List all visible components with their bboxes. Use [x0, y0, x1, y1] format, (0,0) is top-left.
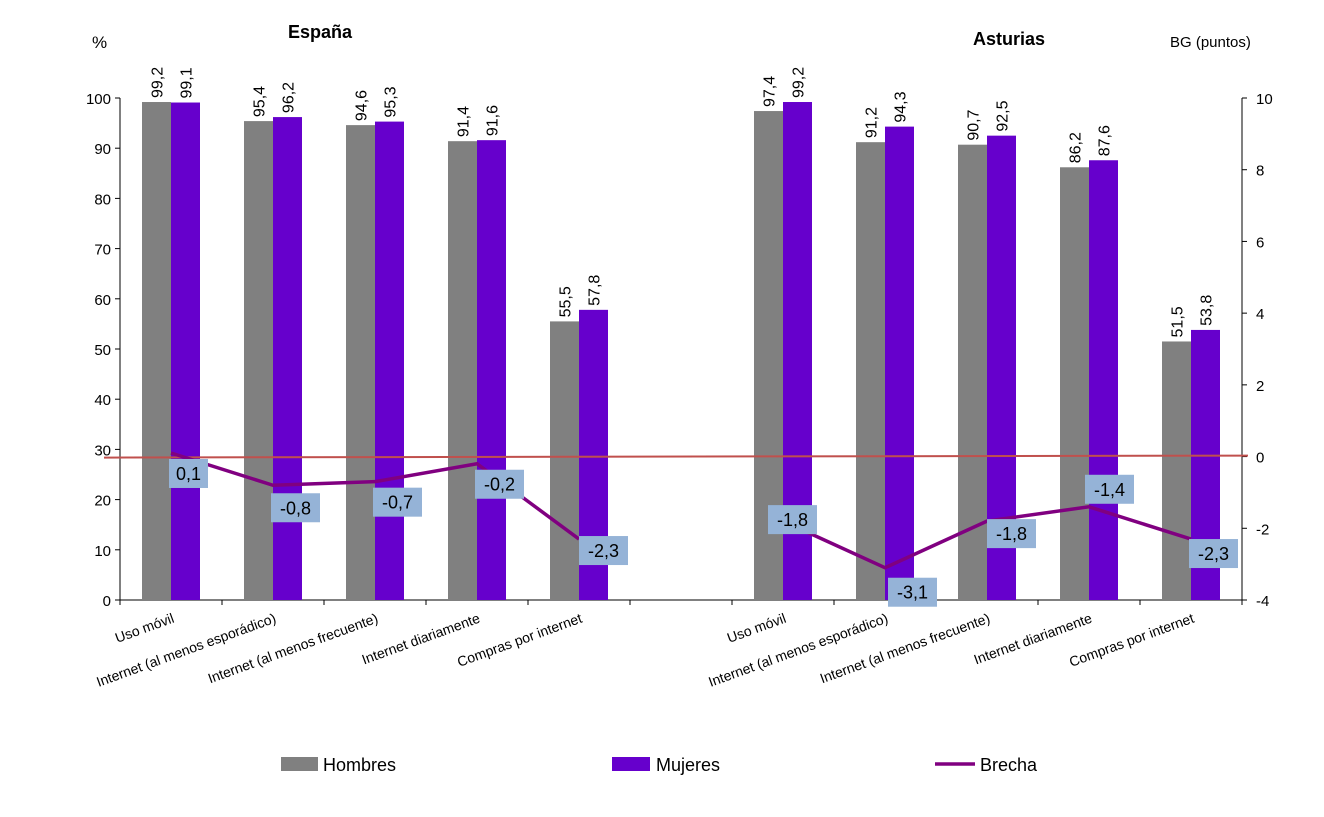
y-left-tick-label: 100: [86, 91, 111, 108]
value-label-mujeres: 94,3: [893, 91, 910, 122]
x-tick-label: Internet (al menos frecuente): [206, 610, 380, 687]
brecha-label: -0,8: [280, 498, 311, 518]
value-label-hombres: 94,6: [354, 90, 371, 121]
y-left-tick-label: 50: [94, 342, 111, 359]
value-label-hombres: 86,2: [1068, 132, 1085, 163]
bar-hombres: [550, 321, 579, 600]
value-label-mujeres: 96,2: [281, 82, 298, 113]
value-label-hombres: 90,7: [966, 109, 983, 140]
y-left-tick-label: 90: [94, 141, 111, 158]
y-left-label: %: [92, 33, 107, 52]
x-tick-label: Internet (al menos frecuente): [818, 610, 992, 687]
bar-hombres: [1162, 341, 1191, 600]
brecha-label-box: [579, 536, 628, 566]
brecha-label-box: [475, 469, 524, 499]
bar-mujeres: [171, 102, 200, 600]
bar-mujeres: [273, 117, 302, 601]
bar-hombres: [856, 142, 885, 600]
brecha-label: -1,4: [1094, 480, 1125, 500]
zero-line: [103, 454, 1249, 459]
brecha-label-box: [987, 519, 1036, 549]
y-left-tick-label: 10: [94, 543, 111, 560]
brecha-label: -1,8: [777, 510, 808, 530]
x-tick-label: Internet (al menos esporádico): [706, 610, 890, 690]
brecha-label-box: [1085, 474, 1134, 504]
panel-title-asturias: Asturias: [973, 29, 1045, 49]
brecha-label-box: [888, 577, 937, 607]
legend-label-mujeres: Mujeres: [656, 755, 720, 775]
x-tick-label: Uso móvil: [113, 610, 176, 646]
value-label-mujeres: 99,1: [179, 67, 196, 98]
legend-swatch-mujeres: [612, 757, 650, 771]
brecha-label-box: [1189, 539, 1238, 569]
value-label-hombres: 91,4: [456, 106, 473, 137]
bar-mujeres: [1089, 160, 1118, 601]
value-label-mujeres: 99,2: [791, 67, 808, 98]
y-left-tick-label: 40: [94, 392, 111, 409]
bar-hombres: [142, 102, 171, 601]
value-label-mujeres: 92,5: [995, 100, 1012, 131]
value-label-mujeres: 91,6: [485, 105, 502, 136]
y-right-tick-label: 6: [1256, 234, 1264, 251]
x-tick-label: Internet (al menos esporádico): [94, 610, 278, 690]
y-right-tick-label: 8: [1256, 163, 1264, 180]
bar-hombres: [346, 125, 375, 600]
legend-swatch-hombres: [281, 757, 318, 771]
y-right-tick-label: 4: [1256, 306, 1264, 323]
brecha-label: -1,8: [996, 524, 1027, 544]
y-right-tick-label: 2: [1256, 378, 1264, 395]
brecha-label: -0,2: [484, 475, 515, 495]
value-label-hombres: 99,2: [150, 67, 167, 98]
brecha-label-box: [169, 458, 208, 488]
y-left-tick-label: 70: [94, 242, 111, 259]
value-label-mujeres: 57,8: [587, 275, 604, 306]
x-tick-label: Uso móvil: [725, 610, 788, 646]
value-label-mujeres: 95,3: [383, 86, 400, 117]
brecha-label-box: [373, 487, 422, 517]
brecha-label: -2,3: [1198, 544, 1229, 564]
bar-hombres: [244, 121, 273, 600]
y-right-tick-label: 10: [1256, 91, 1273, 108]
value-label-hombres: 55,5: [558, 286, 575, 317]
value-label-hombres: 51,5: [1170, 306, 1187, 337]
brecha-label: -2,3: [588, 541, 619, 561]
y-left-tick-label: 0: [103, 593, 111, 610]
y-left-tick-label: 30: [94, 442, 111, 459]
bar-hombres: [448, 141, 477, 600]
y-left-tick-label: 80: [94, 191, 111, 208]
panel-title-espana: España: [288, 22, 353, 42]
bar-mujeres: [477, 140, 506, 600]
legend-label-hombres: Hombres: [323, 755, 396, 775]
brecha-label: -0,7: [382, 493, 413, 513]
y-right-tick-label: -2: [1256, 521, 1269, 538]
value-label-mujeres: 53,8: [1199, 295, 1216, 326]
value-label-hombres: 97,4: [762, 76, 779, 107]
bar-hombres: [1060, 167, 1089, 600]
y-right-tick-label: 0: [1256, 450, 1264, 467]
legend-label-brecha: Brecha: [980, 755, 1038, 775]
bar-mujeres: [885, 126, 914, 600]
value-label-hombres: 91,2: [864, 107, 881, 138]
value-label-hombres: 95,4: [252, 86, 269, 117]
value-label-mujeres: 87,6: [1097, 125, 1114, 156]
bar-mujeres: [375, 121, 404, 601]
y-right-tick-label: -4: [1256, 593, 1269, 610]
brecha-label: 0,1: [176, 464, 201, 484]
brecha-label-box: [271, 493, 320, 523]
y-left-tick-label: 60: [94, 292, 111, 309]
y-right-label: BG (puntos): [1170, 34, 1251, 51]
brecha-label-box: [768, 505, 817, 535]
legend: Hombres Mujeres Brecha: [281, 755, 1038, 775]
y-left-tick-label: 20: [94, 493, 111, 510]
brecha-label: -3,1: [897, 583, 928, 603]
